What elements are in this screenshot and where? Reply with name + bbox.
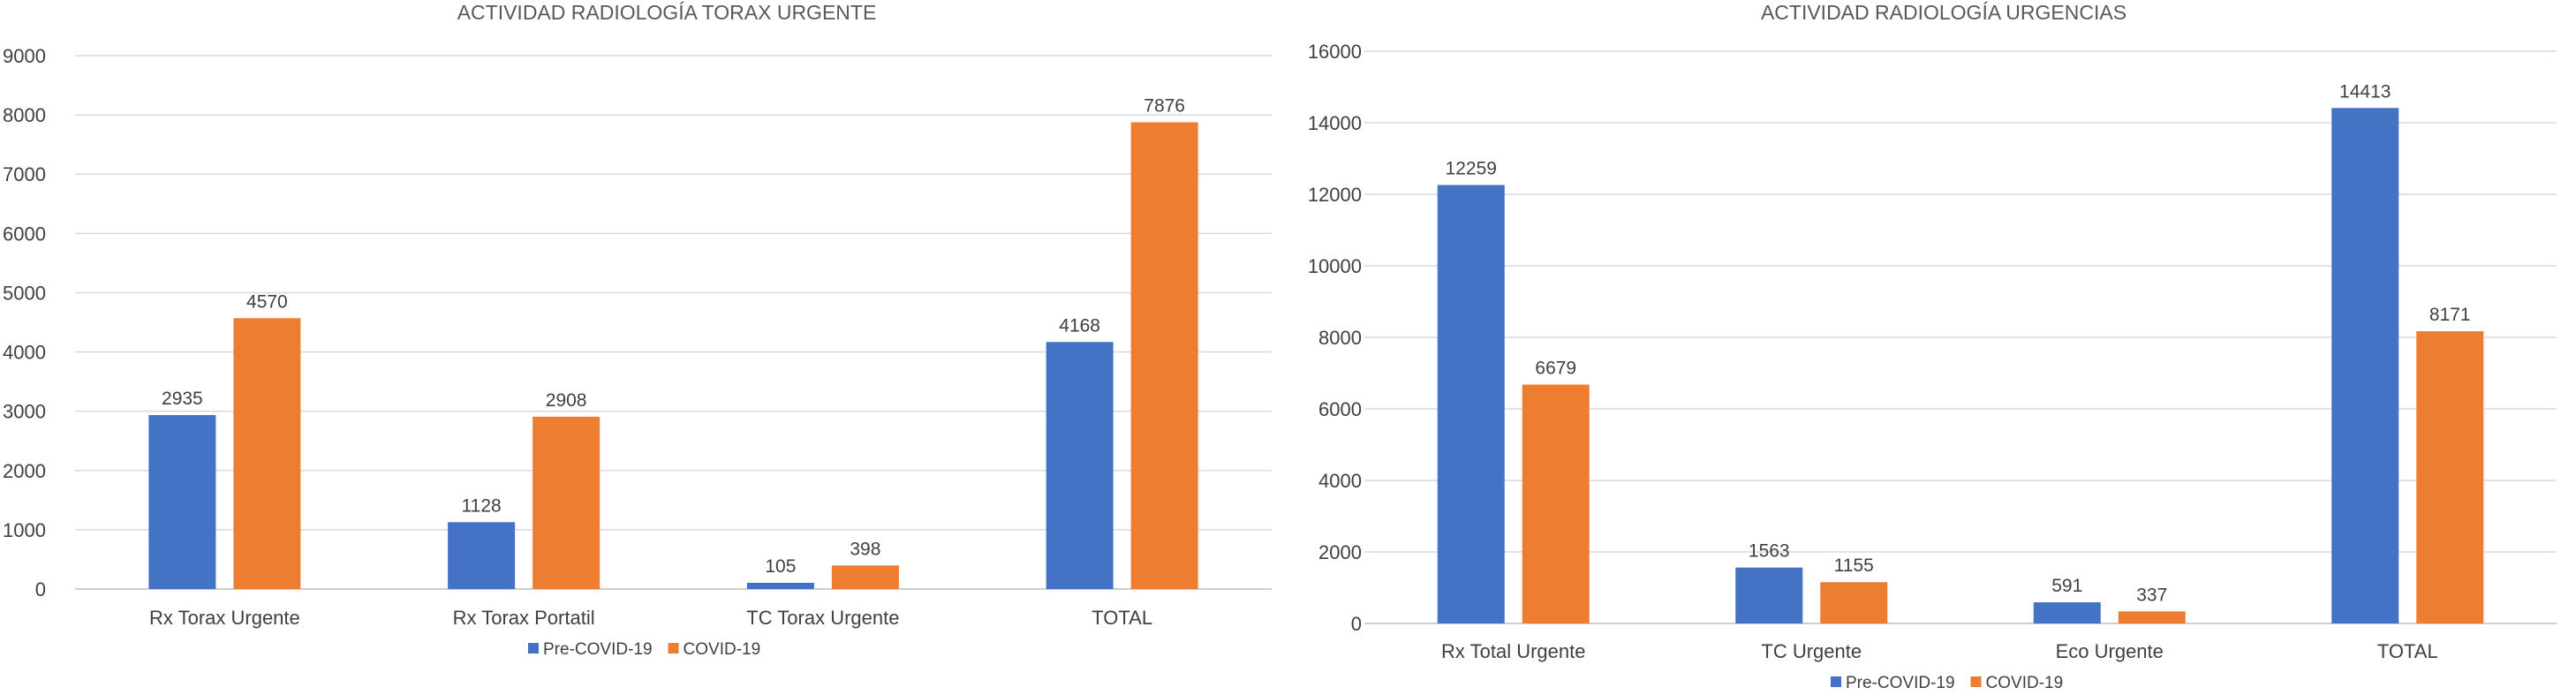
y-tick-label: 10000 bbox=[1308, 255, 1362, 277]
data-label: 1563 bbox=[1749, 541, 1790, 562]
bar-pre-covid bbox=[1046, 342, 1114, 589]
legend-swatch bbox=[668, 643, 679, 653]
bar-covid bbox=[2416, 331, 2484, 623]
legend-label: Pre-COVID-19 bbox=[1846, 674, 1955, 692]
chart-title: ACTIVIDAD RADIOLOGÍA TORAX URGENTE bbox=[457, 1, 877, 24]
legend-swatch bbox=[1831, 676, 1841, 687]
y-tick-label: 14000 bbox=[1308, 112, 1362, 134]
y-tick-label: 16000 bbox=[1308, 41, 1362, 63]
bar-covid bbox=[1522, 384, 1590, 623]
x-category-label: Eco Urgente bbox=[2056, 640, 2164, 662]
y-tick-label: 2000 bbox=[3, 460, 46, 482]
y-tick-label: 4000 bbox=[1318, 470, 1362, 492]
y-tick-label: 6000 bbox=[3, 223, 46, 245]
y-tick-label: 6000 bbox=[1318, 398, 1362, 420]
bar-pre-covid bbox=[1735, 567, 1803, 623]
data-label: 4570 bbox=[246, 291, 288, 312]
y-tick-label: 2000 bbox=[1318, 541, 1362, 563]
y-tick-label: 9000 bbox=[3, 45, 46, 67]
data-label: 14413 bbox=[2339, 81, 2391, 102]
y-tick-label: 0 bbox=[35, 578, 46, 601]
y-tick-label: 7000 bbox=[3, 163, 46, 185]
legend-swatch bbox=[1970, 676, 1982, 687]
y-tick-label: 5000 bbox=[3, 282, 46, 304]
bar-covid bbox=[233, 318, 301, 589]
data-label: 1155 bbox=[1834, 555, 1874, 576]
bar-pre-covid bbox=[148, 415, 216, 589]
bar-pre-covid bbox=[2331, 108, 2399, 623]
legend-label: COVID-19 bbox=[1986, 674, 2064, 692]
y-tick-label: 12000 bbox=[1308, 184, 1362, 206]
data-label: 105 bbox=[765, 556, 796, 577]
data-label: 7876 bbox=[1144, 95, 1185, 116]
legend-label: Pre-COVID-19 bbox=[543, 640, 653, 659]
legend-label: COVID-19 bbox=[684, 640, 761, 659]
legend-swatch bbox=[528, 643, 539, 653]
y-tick-label: 0 bbox=[1351, 613, 1362, 635]
bar-pre-covid bbox=[2033, 602, 2101, 623]
data-label: 12259 bbox=[1446, 159, 1497, 179]
bar-covid bbox=[831, 565, 899, 589]
bar-pre-covid bbox=[1437, 185, 1505, 623]
x-category-label: Rx Total Urgente bbox=[1441, 640, 1585, 662]
x-category-label: TOTAL bbox=[1092, 607, 1152, 629]
bar-covid bbox=[533, 416, 601, 589]
chart-title: ACTIVIDAD RADIOLOGÍA URGENCIAS bbox=[1761, 1, 2127, 24]
data-label: 2935 bbox=[162, 389, 203, 409]
bar-pre-covid bbox=[746, 582, 814, 589]
data-label: 8171 bbox=[2429, 305, 2471, 325]
data-label: 1128 bbox=[462, 495, 502, 516]
bar-covid bbox=[1820, 582, 1888, 623]
data-label: 337 bbox=[2136, 585, 2167, 605]
y-tick-label: 3000 bbox=[3, 401, 46, 423]
y-tick-label: 1000 bbox=[3, 519, 46, 541]
data-label: 591 bbox=[2051, 576, 2082, 596]
bar-covid bbox=[2118, 611, 2186, 623]
x-category-label: Rx Torax Portatil bbox=[453, 607, 595, 629]
y-tick-label: 4000 bbox=[3, 342, 46, 364]
data-label: 2908 bbox=[546, 390, 587, 411]
bar-covid bbox=[1130, 122, 1198, 590]
bar-pre-covid bbox=[448, 522, 516, 589]
x-category-label: TC Urgente bbox=[1761, 640, 1862, 662]
data-label: 398 bbox=[850, 539, 880, 559]
data-label: 4168 bbox=[1059, 315, 1100, 336]
y-tick-label: 8000 bbox=[1318, 327, 1362, 349]
x-category-label: TC Torax Urgente bbox=[746, 607, 899, 629]
y-tick-label: 8000 bbox=[3, 104, 46, 126]
x-category-label: Rx Torax Urgente bbox=[149, 607, 300, 629]
data-label: 6679 bbox=[1535, 359, 1576, 379]
x-category-label: TOTAL bbox=[2377, 640, 2438, 662]
